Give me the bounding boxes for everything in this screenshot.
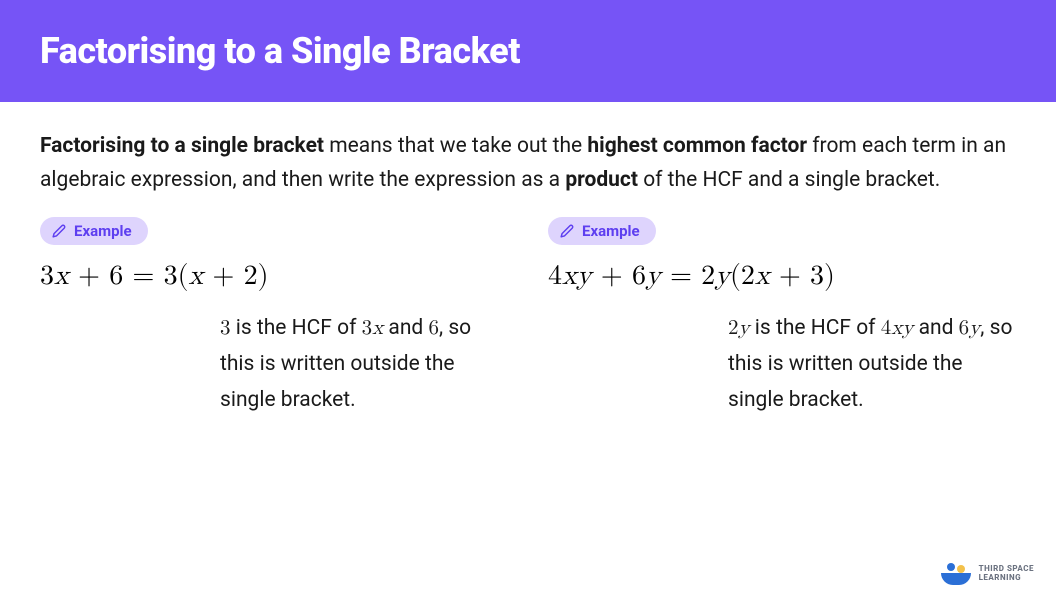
- equation-1: 3x + 6 = 3(x + 2): [40, 259, 508, 293]
- example-badge: Example: [40, 217, 148, 245]
- pencil-icon: [560, 224, 574, 238]
- equation-2: 4xy + 6y = 2y(2x + 3): [548, 259, 1016, 293]
- explanation-2: 2y is the HCF of 4xy and 6y, so this is …: [728, 311, 1016, 418]
- brand-logo: THIRD SPACE LEARNING: [941, 563, 1034, 585]
- explanation-1: 3 is the HCF of 3x and 6, so this is wri…: [220, 311, 508, 418]
- brand-logo-dot: [947, 563, 955, 571]
- example-2: Example 4xy + 6y = 2y(2x + 3) 2y is the …: [548, 217, 1016, 418]
- brand-logo-arc: [941, 573, 971, 585]
- example-1: Example 3x + 6 = 3(x + 2) 3 is the HCF o…: [40, 217, 508, 418]
- examples-row: Example 3x + 6 = 3(x + 2) 3 is the HCF o…: [40, 217, 1016, 418]
- lesson-card: Factorising to a Single Bracket Factoris…: [0, 0, 1056, 599]
- example-badge-label: Example: [582, 222, 640, 240]
- lesson-content: Factorising to a single bracket means th…: [0, 102, 1056, 438]
- example-badge-label: Example: [74, 222, 132, 240]
- lesson-title: Factorising to a Single Bracket: [40, 30, 1016, 72]
- intro-paragraph: Factorising to a single bracket means th…: [40, 130, 1016, 197]
- brand-logo-mark: [941, 563, 971, 585]
- brand-logo-dot: [957, 565, 965, 573]
- example-badge: Example: [548, 217, 656, 245]
- pencil-icon: [52, 224, 66, 238]
- lesson-header: Factorising to a Single Bracket: [0, 0, 1056, 102]
- brand-logo-text: THIRD SPACE LEARNING: [979, 565, 1034, 583]
